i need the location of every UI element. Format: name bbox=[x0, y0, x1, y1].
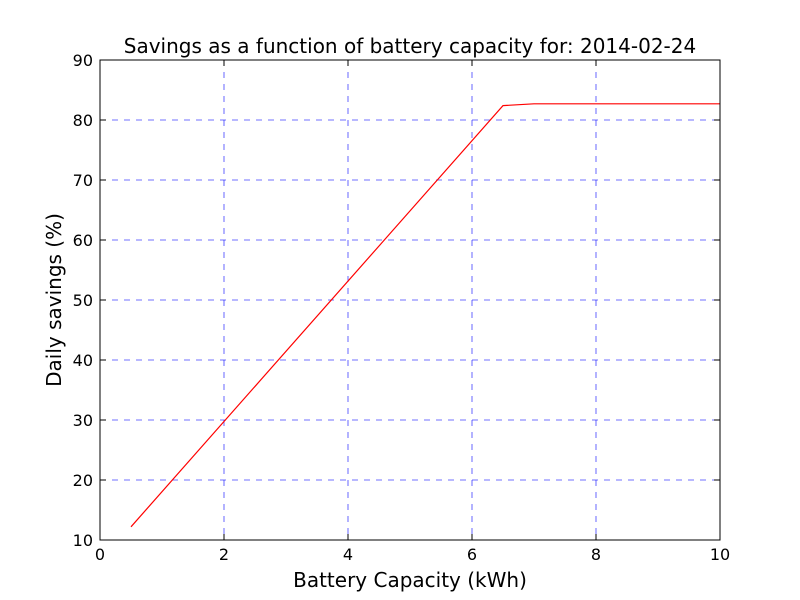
y-tick-label: 60 bbox=[73, 231, 93, 250]
x-axis-label: Battery Capacity (kWh) bbox=[293, 568, 527, 592]
x-tick-label: 10 bbox=[710, 545, 730, 564]
y-axis-label: Daily savings (%) bbox=[42, 213, 66, 387]
x-tick-label: 2 bbox=[219, 545, 229, 564]
y-tick-label: 90 bbox=[73, 51, 93, 70]
y-tick-label: 70 bbox=[73, 171, 93, 190]
x-tick-label: 6 bbox=[467, 545, 477, 564]
y-tick-label: 40 bbox=[73, 351, 93, 370]
y-tick-label: 80 bbox=[73, 111, 93, 130]
x-tick-label: 8 bbox=[591, 545, 601, 564]
y-axis: 10 20 30 40 50 60 70 80 90 bbox=[73, 51, 720, 550]
y-tick-label: 30 bbox=[73, 411, 93, 430]
y-tick-label: 20 bbox=[73, 471, 93, 490]
series-line bbox=[130, 103, 720, 528]
series-layer bbox=[130, 103, 720, 528]
x-axis: 0 2 4 6 8 10 bbox=[95, 60, 730, 564]
grid bbox=[100, 60, 720, 540]
y-tick-label: 10 bbox=[73, 531, 93, 550]
y-tick-label: 50 bbox=[73, 291, 93, 310]
plot-frame bbox=[99, 59, 721, 541]
chart-title: Savings as a function of battery capacit… bbox=[124, 34, 696, 58]
x-tick-label: 4 bbox=[343, 545, 353, 564]
x-tick-label: 0 bbox=[95, 545, 105, 564]
